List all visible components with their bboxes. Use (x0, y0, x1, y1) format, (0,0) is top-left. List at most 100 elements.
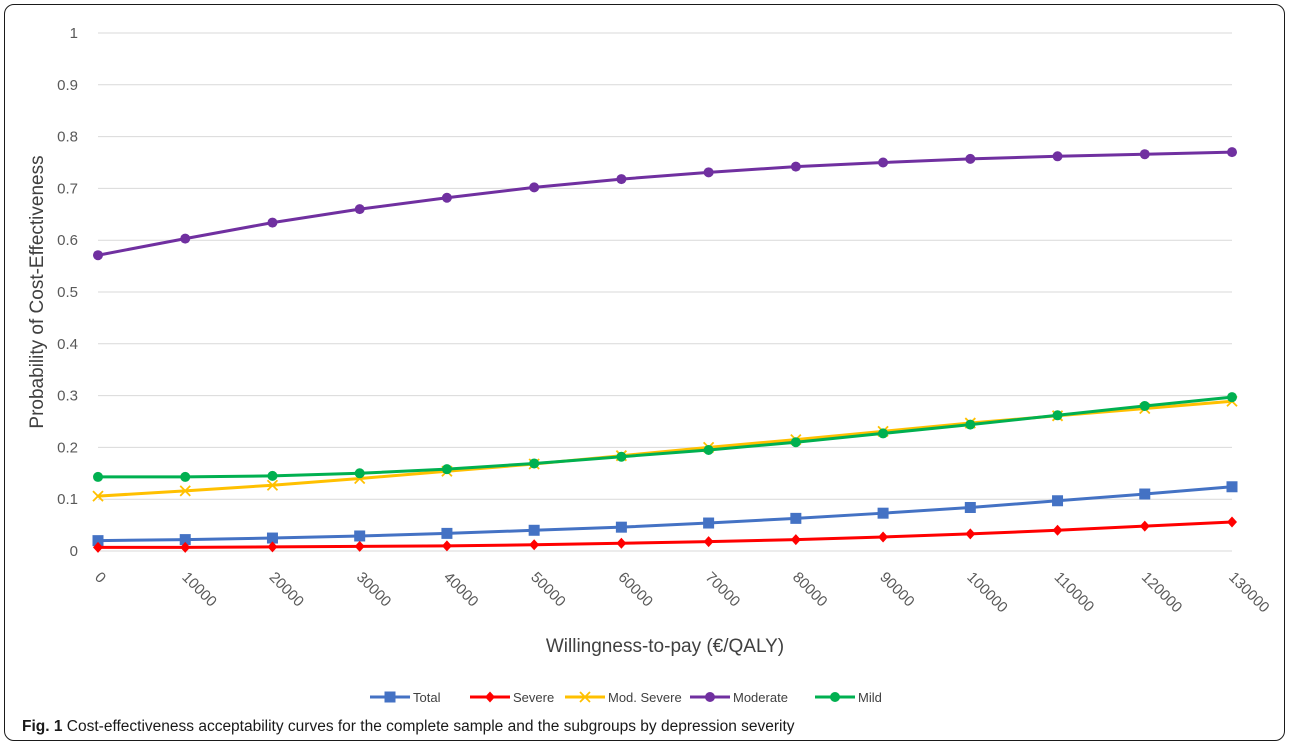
x-axis-ticks: 0 10000 20000 30000 40000 50000 60000 70000 8000… (91, 569, 1272, 616)
data-point-severe (878, 531, 889, 543)
data-point-severe (93, 541, 103, 553)
x-tick-label: 120000 (1138, 569, 1185, 616)
data-point-severe (616, 537, 627, 549)
x-tick-label: 10000 (178, 569, 220, 611)
legend-item-mod-severe: Mod. Severe (565, 690, 682, 705)
x-tick-label: 0 (91, 569, 109, 587)
gridlines (98, 32, 1232, 552)
x-tick-label: 30000 (353, 569, 395, 611)
legend-marker-total (384, 691, 396, 703)
series-mild (93, 392, 1237, 482)
data-point-total (92, 535, 104, 547)
data-point-total (1139, 488, 1151, 500)
data-point-mild (1139, 400, 1150, 411)
series-line-total (96, 485, 1234, 543)
legend-label-mild: Mild (858, 690, 882, 705)
series-severe (93, 516, 1237, 553)
data-point-severe (267, 541, 278, 553)
data-point-total (441, 527, 453, 539)
legend-label-mod-severe: Mod. Severe (608, 690, 682, 705)
legend-marker-severe (485, 691, 495, 703)
data-point-total (1052, 495, 1064, 507)
data-point-mod-severe (179, 485, 191, 497)
y-tick-label: 0.5 (57, 284, 78, 301)
data-point-mod-severe (266, 479, 279, 491)
series-moderate (93, 147, 1237, 261)
legend: Total Severe Mod. Severe Moderate Mild (370, 690, 882, 705)
data-point-mild (790, 437, 801, 448)
data-point-moderate (703, 167, 714, 178)
series-lines (92, 147, 1238, 553)
y-tick-label: 0.4 (57, 336, 78, 353)
legend-marker-moderate (705, 692, 715, 702)
data-point-mild (1052, 410, 1063, 421)
x-tick-label: 50000 (527, 569, 569, 611)
data-point-moderate (965, 153, 976, 164)
legend-label-total: Total (413, 690, 441, 705)
y-tick-label: 0.8 (57, 129, 78, 146)
x-tick-label: 40000 (440, 569, 482, 611)
data-point-severe (1052, 524, 1063, 536)
data-point-moderate (267, 217, 278, 228)
y-tick-label: 0.3 (57, 388, 78, 405)
x-tick-label: 90000 (876, 569, 918, 611)
data-point-severe (441, 540, 452, 552)
x-tick-label: 70000 (702, 569, 744, 611)
data-point-moderate (1227, 147, 1237, 158)
data-point-severe (180, 541, 191, 553)
data-point-total (354, 530, 366, 542)
data-point-total (877, 507, 889, 519)
data-point-total (1226, 481, 1238, 493)
data-point-moderate (441, 192, 452, 203)
data-point-moderate (180, 233, 191, 244)
data-point-moderate (1139, 149, 1150, 160)
data-point-severe (529, 539, 540, 551)
y-tick-label: 0.7 (57, 180, 78, 197)
data-point-moderate (354, 204, 365, 215)
data-point-total (615, 521, 627, 533)
legend-item-mild: Mild (815, 690, 882, 705)
data-point-total (179, 534, 191, 546)
figure-caption: Fig. 1 Cost-effectiveness acceptability … (22, 718, 795, 736)
data-point-mild (1227, 392, 1237, 403)
y-tick-label: 1 (70, 25, 78, 42)
y-axis-ticks: 0 0.1 0.2 0.3 0.4 0.5 0.6 0.7 0.8 0.9 1 (57, 25, 78, 560)
data-point-severe (965, 528, 976, 540)
data-point-severe (790, 534, 801, 546)
data-point-mild (267, 470, 278, 481)
data-point-mild (878, 428, 889, 439)
data-point-mod-severe (92, 490, 104, 502)
legend-marker-mod-severe (579, 691, 591, 703)
x-tick-label: 20000 (266, 569, 308, 611)
data-point-moderate (790, 161, 801, 172)
data-point-total (266, 532, 278, 544)
figure-caption-text: Cost-effectiveness acceptability curves … (66, 718, 795, 735)
legend-item-total: Total (370, 690, 441, 705)
series-line-mild (96, 395, 1234, 479)
data-point-moderate (1052, 151, 1063, 162)
data-point-mild (965, 419, 976, 430)
series-total (92, 481, 1238, 547)
legend-label-moderate: Moderate (733, 690, 788, 705)
data-point-severe (703, 536, 714, 548)
data-point-severe (1139, 520, 1150, 532)
data-point-mild (441, 464, 452, 475)
data-point-moderate (93, 250, 103, 261)
figure-frame (4, 4, 1285, 741)
data-point-total (528, 524, 540, 536)
x-tick-label: 80000 (789, 569, 831, 611)
x-axis-title: Willingness-to-pay (€/QALY) (546, 636, 784, 657)
data-point-moderate (616, 174, 627, 185)
y-tick-label: 0.1 (57, 491, 78, 508)
y-tick-label: 0.9 (57, 77, 78, 94)
data-point-moderate (529, 182, 540, 193)
data-point-mild (616, 451, 627, 462)
legend-marker-mild (830, 692, 840, 702)
y-tick-label: 0.2 (57, 439, 78, 456)
data-point-mild (703, 444, 714, 455)
legend-item-severe: Severe (470, 690, 554, 705)
legend-label-severe: Severe (513, 690, 554, 705)
x-tick-label: 130000 (1225, 569, 1272, 616)
series-mod-severe (92, 395, 1238, 502)
